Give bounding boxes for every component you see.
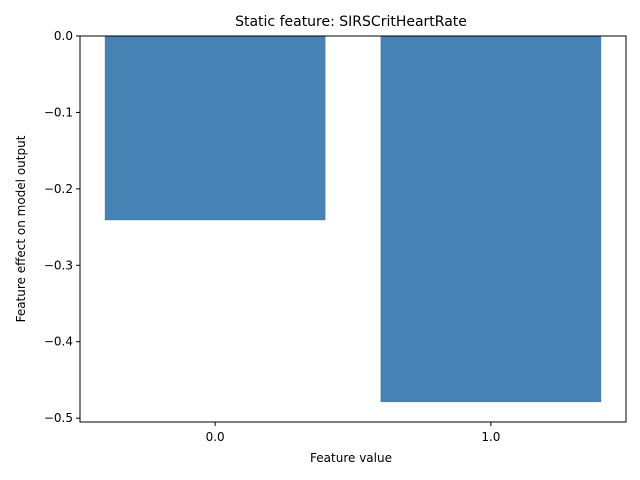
y-tick-label-1: −0.1 [44, 105, 73, 119]
bar-1 [380, 36, 602, 403]
y-tick-label-2: −0.2 [44, 182, 73, 196]
bar-0 [104, 36, 326, 221]
y-tick-label-5: −0.5 [44, 411, 73, 425]
bars-group [104, 36, 602, 403]
chart-title: Static feature: SIRSCritHeartRate [235, 14, 467, 30]
y-tick-label-3: −0.3 [44, 258, 73, 272]
y-axis: 0.0 −0.1 −0.2 −0.3 −0.4 −0.5 [44, 29, 80, 425]
x-tick-label-0: 0.0 [206, 430, 225, 444]
plot-frame [79, 35, 627, 423]
x-axis: 0.0 1.0 [206, 422, 500, 444]
x-tick-label-1: 1.0 [481, 430, 500, 444]
y-axis-label: Feature effect on model output [14, 135, 28, 322]
y-tick-label-4: −0.4 [44, 335, 73, 349]
y-tick-label-0: 0.0 [54, 29, 73, 43]
x-axis-label: Feature value [310, 451, 392, 465]
